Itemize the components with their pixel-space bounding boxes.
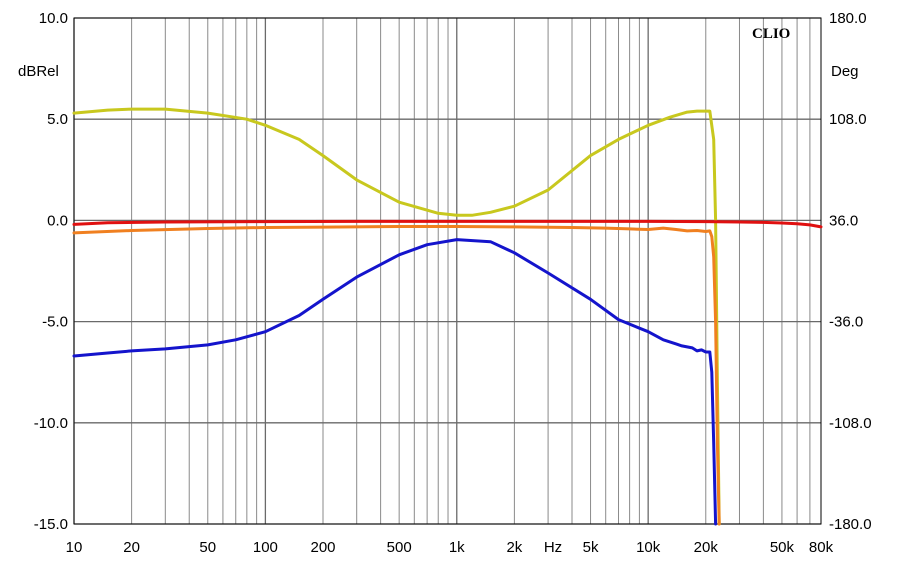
grid-lines	[73, 17, 821, 525]
x-tick-label: 500	[387, 539, 412, 556]
x-tick-label: 10k	[636, 539, 661, 556]
y-left-tick-label: -10.0	[34, 415, 68, 432]
plot-frame	[73, 17, 822, 525]
y-left-unit-label: dBRel	[18, 63, 59, 80]
y-right-tick-label: 36.0	[829, 212, 858, 229]
y-left-tick-label: 10.0	[39, 10, 68, 27]
clio-logo: CLIO	[752, 26, 790, 42]
y-left-tick-label: 5.0	[47, 111, 68, 128]
series-line-1	[72, 107, 721, 526]
y-left-axis-ticks: 10.0 5.0 0.0 -5.0 -10.0 -15.0	[34, 10, 68, 533]
x-tick-label: 1k	[449, 539, 465, 556]
y-left-tick-label: -5.0	[42, 314, 68, 331]
x-tick-label: 10	[66, 539, 83, 556]
y-right-tick-label: 108.0	[829, 111, 867, 128]
y-right-unit-label: Deg	[831, 63, 859, 80]
y-right-axis-ticks: 180.0 108.0 36.0 -36.0 -108.0 -180.0	[829, 10, 872, 533]
series-line-3	[72, 225, 721, 526]
x-tick-label: 5k	[583, 539, 599, 556]
x-tick-label: 200	[310, 539, 335, 556]
y-right-tick-label: -108.0	[829, 415, 872, 432]
y-right-tick-label: -180.0	[829, 516, 872, 533]
y-left-tick-label: 0.0	[47, 212, 68, 229]
traces	[72, 107, 823, 526]
x-unit-label: Hz	[544, 539, 562, 556]
y-left-tick-label: -15.0	[34, 516, 68, 533]
x-tick-label: 2k	[506, 539, 522, 556]
x-tick-label: 80k	[809, 539, 834, 556]
series-line-4	[72, 238, 718, 526]
y-right-tick-label: 180.0	[829, 10, 867, 27]
x-tick-label: 100	[253, 539, 278, 556]
series-line-2	[72, 219, 823, 229]
x-tick-label: 50	[199, 539, 216, 556]
x-tick-label: 50k	[770, 539, 795, 556]
x-axis-ticks: 10 20 50 100 200 500 1k 2k 5k 10k 20k 50k 80k	[66, 539, 834, 556]
x-tick-label: 20k	[694, 539, 719, 556]
y-right-tick-label: -36.0	[829, 314, 863, 331]
x-tick-label: 20	[123, 539, 140, 556]
